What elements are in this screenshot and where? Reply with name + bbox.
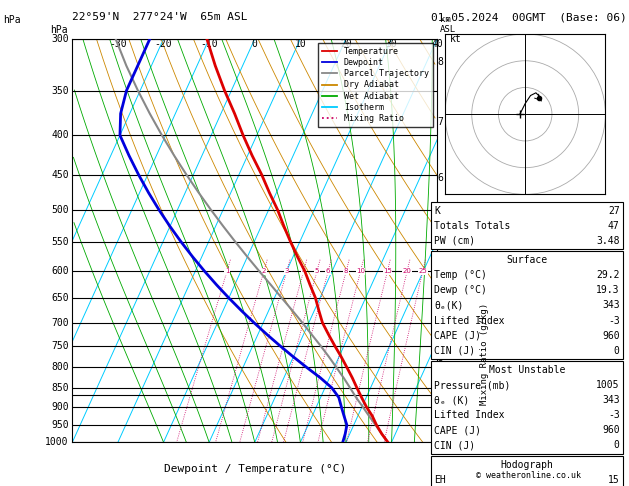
Text: CAPE (J): CAPE (J) — [434, 330, 481, 341]
Text: 19.3: 19.3 — [596, 285, 620, 295]
Text: 15: 15 — [608, 475, 620, 485]
Text: km
ASL: km ASL — [440, 15, 457, 34]
Text: Lifted Index: Lifted Index — [434, 410, 504, 420]
Text: Mixing Ratio (g/kg): Mixing Ratio (g/kg) — [480, 302, 489, 404]
Text: 550: 550 — [51, 237, 69, 247]
Text: -30: -30 — [109, 39, 127, 49]
Text: 3.48: 3.48 — [596, 236, 620, 246]
Text: 20: 20 — [340, 39, 352, 49]
Text: 750: 750 — [51, 341, 69, 351]
Text: 450: 450 — [51, 170, 69, 180]
Text: 3: 3 — [438, 318, 443, 328]
Text: Dewpoint / Temperature (°C): Dewpoint / Temperature (°C) — [164, 465, 346, 474]
Text: CIN (J): CIN (J) — [434, 346, 475, 356]
Text: Totals Totals: Totals Totals — [434, 221, 510, 231]
Text: 900: 900 — [51, 402, 69, 412]
Text: 700: 700 — [51, 318, 69, 328]
Text: Temp (°C): Temp (°C) — [434, 270, 487, 280]
Legend: Temperature, Dewpoint, Parcel Trajectory, Dry Adiabat, Wet Adiabat, Isotherm, Mi: Temperature, Dewpoint, Parcel Trajectory… — [318, 43, 433, 127]
Text: 850: 850 — [51, 383, 69, 393]
Text: 350: 350 — [51, 86, 69, 96]
Text: 8: 8 — [344, 268, 348, 274]
Text: 30: 30 — [386, 39, 398, 49]
Text: 15: 15 — [383, 268, 392, 274]
Text: -10: -10 — [200, 39, 218, 49]
Text: 22°59'N  277°24'W  65m ASL: 22°59'N 277°24'W 65m ASL — [72, 12, 248, 22]
Text: 1000: 1000 — [45, 437, 69, 447]
Text: © weatheronline.co.uk: © weatheronline.co.uk — [476, 471, 581, 480]
Text: 1: 1 — [438, 401, 443, 411]
Text: kt: kt — [450, 34, 462, 44]
Text: 950: 950 — [51, 420, 69, 430]
Text: -3: -3 — [608, 315, 620, 326]
Text: 2: 2 — [262, 268, 266, 274]
Text: 500: 500 — [51, 205, 69, 215]
Text: 10: 10 — [294, 39, 306, 49]
Text: K: K — [434, 206, 440, 216]
Text: 4: 4 — [301, 268, 306, 274]
Text: PW (cm): PW (cm) — [434, 236, 475, 246]
Text: 800: 800 — [51, 363, 69, 372]
Text: 960: 960 — [602, 425, 620, 435]
Text: hPa: hPa — [3, 15, 21, 25]
Text: 2: 2 — [438, 361, 443, 370]
Text: 5: 5 — [314, 268, 319, 274]
Text: θₑ (K): θₑ (K) — [434, 395, 469, 405]
Text: 7: 7 — [438, 118, 443, 127]
Text: 47: 47 — [608, 221, 620, 231]
Text: 650: 650 — [51, 293, 69, 303]
Text: 1: 1 — [225, 268, 229, 274]
Text: 960: 960 — [602, 330, 620, 341]
Text: 300: 300 — [51, 34, 69, 44]
Text: 3: 3 — [284, 268, 289, 274]
Text: 27: 27 — [608, 206, 620, 216]
Text: 6: 6 — [326, 268, 330, 274]
Text: 1005: 1005 — [596, 380, 620, 390]
Text: EH: EH — [434, 475, 446, 485]
Text: 600: 600 — [51, 266, 69, 276]
Text: LCL: LCL — [438, 390, 452, 399]
Text: Dewp (°C): Dewp (°C) — [434, 285, 487, 295]
Text: -20: -20 — [155, 39, 172, 49]
Text: 40: 40 — [431, 39, 443, 49]
Text: 25: 25 — [418, 268, 427, 274]
Text: 20: 20 — [403, 268, 411, 274]
Text: 01.05.2024  00GMT  (Base: 06): 01.05.2024 00GMT (Base: 06) — [431, 12, 626, 22]
Text: 10: 10 — [356, 268, 365, 274]
Text: 343: 343 — [602, 395, 620, 405]
Text: 0: 0 — [252, 39, 258, 49]
Text: 6: 6 — [438, 174, 443, 183]
Text: Most Unstable: Most Unstable — [489, 365, 565, 375]
Text: 29.2: 29.2 — [596, 270, 620, 280]
Text: -3: -3 — [608, 410, 620, 420]
Text: 0: 0 — [614, 346, 620, 356]
Text: 5: 5 — [438, 225, 443, 235]
Text: Pressure (mb): Pressure (mb) — [434, 380, 510, 390]
Text: 8: 8 — [438, 56, 443, 67]
Text: 343: 343 — [602, 300, 620, 311]
Text: Lifted Index: Lifted Index — [434, 315, 504, 326]
Text: hPa: hPa — [50, 25, 68, 35]
Text: CAPE (J): CAPE (J) — [434, 425, 481, 435]
Text: CIN (J): CIN (J) — [434, 440, 475, 451]
Text: Surface: Surface — [506, 255, 547, 265]
Text: 4: 4 — [438, 273, 443, 283]
Text: Hodograph: Hodograph — [500, 460, 554, 470]
Text: 0: 0 — [614, 440, 620, 451]
Text: θₑ(K): θₑ(K) — [434, 300, 464, 311]
Text: 400: 400 — [51, 130, 69, 140]
